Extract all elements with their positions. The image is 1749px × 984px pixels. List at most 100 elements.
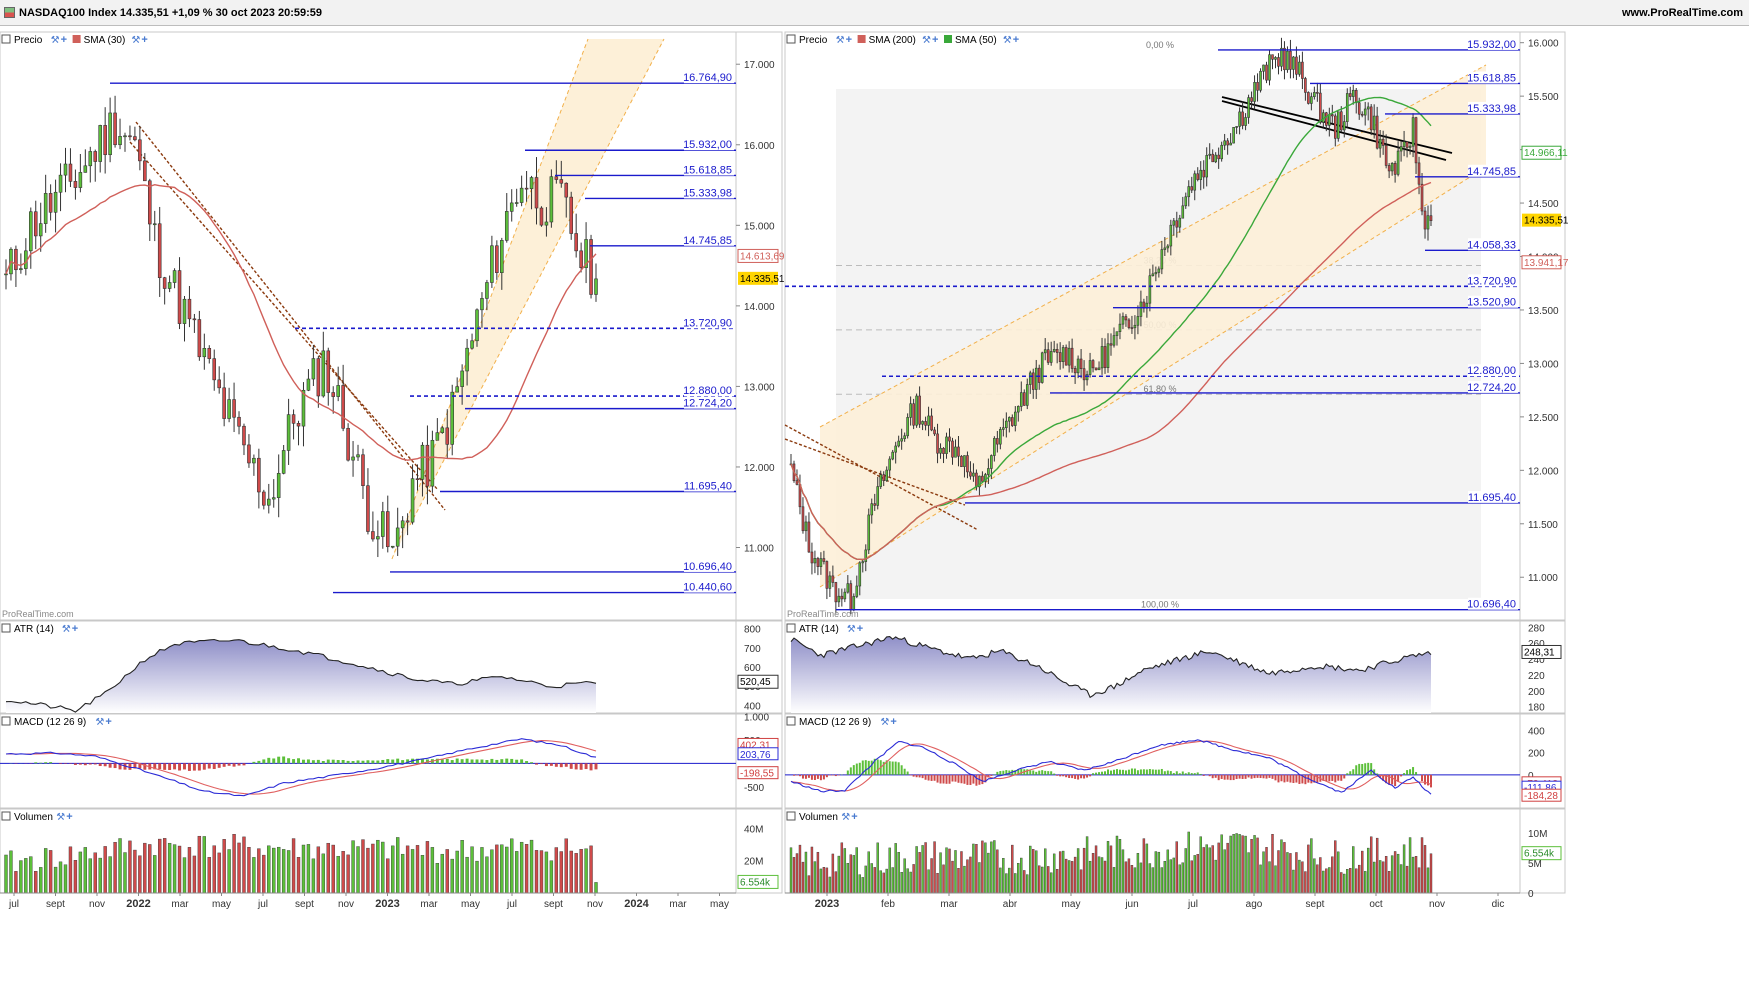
panel-icon[interactable] [1,34,11,44]
sma30-label[interactable]: SMA (30) [84,35,126,46]
macd-value: 402,31 [740,740,771,751]
level-label[interactable]: 14.058,33 [1467,239,1516,251]
level-label-bg [1468,238,1518,251]
wrench-icon[interactable]: ⚒ [922,35,931,46]
volume-bar [207,857,211,894]
level-label[interactable]: 12.724,20 [683,398,732,410]
level-label[interactable]: 15.932,00 [1467,39,1516,51]
sma50-label[interactable]: SMA (50) [955,35,997,46]
wrench-icon[interactable]: ⚒ [62,624,71,635]
panel-icon[interactable] [786,811,796,821]
wrench-icon[interactable]: ⚒ [56,812,65,823]
macd-histogram-bar [1328,774,1331,782]
price-label[interactable]: Precio [799,35,828,46]
wrench-icon[interactable]: ⚒ [841,812,850,823]
candle [876,486,880,506]
candle [172,270,177,283]
wrench-icon[interactable]: ⚒ [847,624,856,635]
atr-label[interactable]: ATR (14) [14,624,54,635]
panel-icon[interactable] [786,623,796,633]
level-label-bg [684,71,734,84]
candle [440,427,445,433]
wrench-icon[interactable]: ⚒ [1003,35,1012,46]
macd-histogram-bar [1133,768,1136,775]
macd-histogram-bar [1376,773,1379,775]
volume-bar [996,849,999,894]
level-label[interactable]: 15.333,98 [1467,103,1516,115]
wrench-icon[interactable]: ⚒ [131,35,140,46]
wrench-icon[interactable]: ⚒ [95,717,104,728]
volume-bar [1262,851,1265,894]
macd-histogram-bar [1385,774,1388,784]
volume-bar [1364,871,1367,894]
level-label[interactable]: 15.333,98 [683,187,732,199]
wrench-icon[interactable]: ⚒ [880,717,889,728]
macd-histogram-bar [852,765,855,775]
level-label[interactable]: 12.724,20 [1467,382,1516,394]
candle [395,527,400,547]
level-label[interactable]: 14.745,85 [1467,166,1516,178]
macd-label[interactable]: MACD (12 26 9) [14,717,86,728]
level-label[interactable]: 15.618,85 [1467,72,1516,84]
sma200-label[interactable]: SMA (200) [869,35,916,46]
candle [133,136,137,141]
add-icon[interactable]: + [857,623,863,635]
volume-bar [1295,852,1298,894]
macd-histogram-bar [49,762,53,764]
add-icon[interactable]: + [890,716,896,728]
candle [966,455,969,473]
level-label[interactable]: 10.440,60 [683,582,732,594]
add-icon[interactable]: + [72,623,78,635]
wrench-icon[interactable]: ⚒ [836,35,845,46]
chart-window-icon[interactable] [4,7,15,18]
x-tick-label: 2023 [815,898,839,910]
level-label[interactable]: 11.695,40 [1468,492,1516,504]
volume-bar [1247,852,1250,894]
volume-value-tag [737,874,779,889]
macd-histogram-bar [1352,769,1355,775]
atr-tick-label: 200 [1528,687,1545,698]
add-icon[interactable]: + [851,811,857,823]
add-icon[interactable]: + [141,34,147,46]
panel-icon[interactable] [1,623,11,633]
panel-icon[interactable] [1,716,11,726]
level-label[interactable]: 14.745,85 [683,235,732,247]
add-icon[interactable]: + [846,34,852,46]
level-label[interactable]: 13.720,90 [683,317,732,329]
add-icon[interactable]: + [932,34,938,46]
left-chart[interactable]: 17.000 16.000 15.000 14.000 13.000 12.000 11.0… [0,31,785,910]
panel-icon[interactable] [786,716,796,726]
volume-bar [1238,834,1241,894]
candle [984,474,987,482]
panel-icon[interactable] [1,811,11,821]
add-icon[interactable]: + [1013,34,1019,46]
level-label[interactable]: 10.696,40 [683,561,732,573]
atr-label[interactable]: ATR (14) [799,624,839,635]
level-label[interactable]: 10.696,40 [1467,599,1516,611]
volume-label[interactable]: Volumen [799,812,838,823]
level-label[interactable]: 13.720,90 [1467,275,1516,287]
volume-bar [855,847,858,894]
website-label[interactable]: www.ProRealTime.com [1621,6,1743,19]
level-label[interactable]: 16.764,90 [683,72,732,84]
level-label[interactable]: 12.880,00 [683,385,732,397]
add-icon[interactable]: + [105,716,111,728]
level-label[interactable]: 12.880,00 [1467,365,1516,377]
volume-bar [1035,850,1038,894]
right-chart[interactable]: 0,00 %38,20 %50,00 %61,80 %100,00 %16.00… [784,31,1569,910]
macd-histogram-bar [98,763,102,767]
price-label[interactable]: Precio [14,35,43,46]
level-label[interactable]: 13.520,90 [1467,297,1516,309]
fib-level-label: 61,80 % [1143,384,1176,394]
level-label[interactable]: 11.695,40 [684,480,732,492]
level-label[interactable]: 15.932,00 [683,139,732,151]
level-label[interactable]: 15.618,85 [683,164,732,176]
wrench-icon[interactable]: ⚒ [51,35,60,46]
add-icon[interactable]: + [61,34,67,46]
candle [951,440,954,458]
candle [957,446,960,457]
macd-label[interactable]: MACD (12 26 9) [799,717,871,728]
volume-label[interactable]: Volumen [14,812,53,823]
panel-icon[interactable] [786,34,796,44]
add-icon[interactable]: + [66,811,72,823]
